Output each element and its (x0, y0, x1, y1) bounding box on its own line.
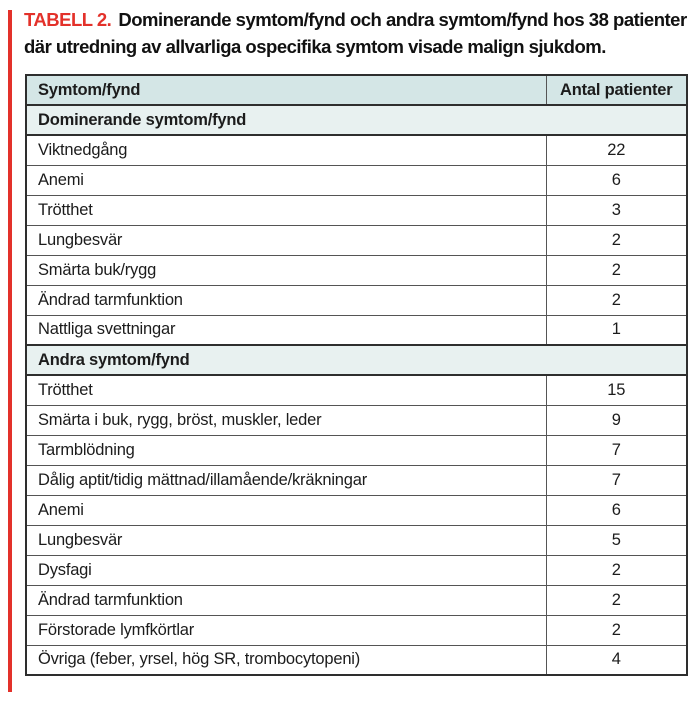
column-header-row: Symtom/fynd Antal patienter (25, 74, 688, 106)
patient-count-cell: 5 (545, 524, 688, 556)
patient-count-cell: 1 (545, 314, 688, 346)
section-header-row: Dominerande symtom/fynd (25, 104, 688, 136)
table-row: Viktnedgång 22 (25, 134, 688, 166)
patient-count-cell: 2 (545, 554, 688, 586)
table-row: Smärta buk/rygg 2 (25, 254, 688, 286)
symptom-cell: Smärta i buk, rygg, bröst, muskler, lede… (25, 404, 547, 436)
symptom-cell: Viktnedgång (25, 134, 547, 166)
patient-count-cell: 2 (545, 224, 688, 256)
section-header-cell: Andra symtom/fynd (25, 344, 688, 376)
table-row: Lungbesvär 2 (25, 224, 688, 256)
left-accent-bar (8, 10, 12, 692)
symptom-cell: Förstorade lymfkörtlar (25, 614, 547, 646)
patient-count-cell: 2 (545, 284, 688, 316)
table-row: Anemi 6 (25, 164, 688, 196)
patient-count-cell: 6 (545, 164, 688, 196)
patient-count-cell: 22 (545, 134, 688, 166)
patient-count-cell: 2 (545, 584, 688, 616)
table-caption-label: TABELL 2. (24, 9, 112, 30)
symptom-cell: Dålig aptit/tidig mättnad/illamående/krä… (25, 464, 547, 496)
table-row: Dysfagi 2 (25, 554, 688, 586)
table-row: Tarmblödning 7 (25, 434, 688, 466)
column-header-symptom: Symtom/fynd (25, 74, 547, 106)
patient-count-cell: 2 (545, 614, 688, 646)
patient-count-cell: 7 (545, 434, 688, 466)
patient-count-cell: 2 (545, 254, 688, 286)
symptoms-table: Symtom/fynd Antal patienter Dominerande … (25, 74, 688, 676)
table-row: Övriga (feber, yrsel, hög SR, trombocyto… (25, 644, 688, 676)
symptom-cell: Nattliga svettningar (25, 314, 547, 346)
symptom-cell: Dysfagi (25, 554, 547, 586)
patient-count-cell: 6 (545, 494, 688, 526)
patient-count-cell: 3 (545, 194, 688, 226)
table-caption-text: Dominerande symtom/fynd och andra symtom… (24, 9, 687, 57)
symptom-cell: Anemi (25, 164, 547, 196)
table-body: Dominerande symtom/fynd Viktnedgång 22 Anem… (25, 104, 688, 676)
section-header-row: Andra symtom/fynd (25, 344, 688, 376)
symptom-cell: Smärta buk/rygg (25, 254, 547, 286)
table-row: Smärta i buk, rygg, bröst, muskler, lede… (25, 404, 688, 436)
symptom-cell: Tarmblödning (25, 434, 547, 466)
patient-count-cell: 7 (545, 464, 688, 496)
table-row: Trötthet 3 (25, 194, 688, 226)
table-row: Trötthet 15 (25, 374, 688, 406)
patient-count-cell: 9 (545, 404, 688, 436)
symptom-cell: Lungbesvär (25, 524, 547, 556)
symptom-cell: Ändrad tarmfunktion (25, 584, 547, 616)
symptom-cell: Övriga (feber, yrsel, hög SR, trombocyto… (25, 644, 547, 676)
table-row: Ändrad tarmfunktion 2 (25, 284, 688, 316)
table-row: Nattliga svettningar 1 (25, 314, 688, 346)
symptom-cell: Trötthet (25, 194, 547, 226)
patient-count-cell: 15 (545, 374, 688, 406)
symptom-cell: Anemi (25, 494, 547, 526)
patient-count-cell: 4 (545, 644, 688, 676)
table-row: Lungbesvär 5 (25, 524, 688, 556)
symptom-cell: Lungbesvär (25, 224, 547, 256)
table-caption: TABELL 2. Dominerande symtom/fynd och and… (24, 6, 688, 60)
section-header-cell: Dominerande symtom/fynd (25, 104, 688, 136)
symptom-cell: Trötthet (25, 374, 547, 406)
column-header-patient-count: Antal patienter (545, 74, 688, 106)
symptom-cell: Ändrad tarmfunktion (25, 284, 547, 316)
table-row: Ändrad tarmfunktion 2 (25, 584, 688, 616)
table-row: Dålig aptit/tidig mättnad/illamående/krä… (25, 464, 688, 496)
table-row: Förstorade lymfkörtlar 2 (25, 614, 688, 646)
table-row: Anemi 6 (25, 494, 688, 526)
